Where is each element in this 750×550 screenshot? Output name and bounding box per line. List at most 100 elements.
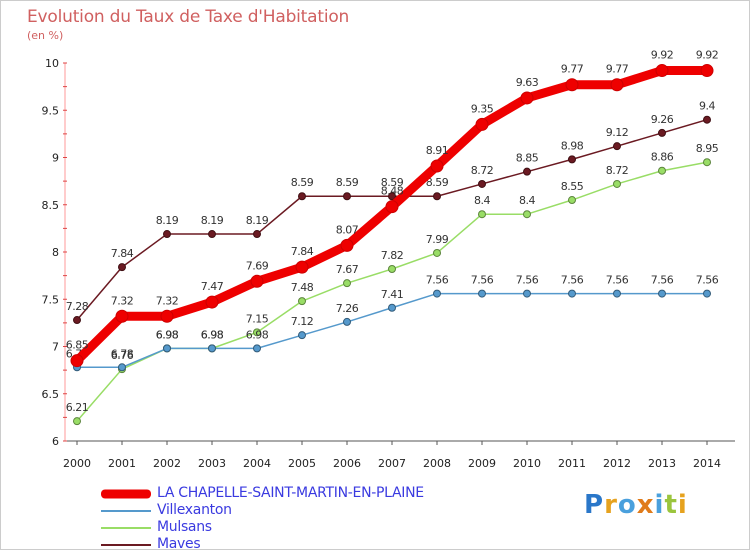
x-tick-label: 2011: [558, 457, 586, 470]
data-point-mulsans: [658, 166, 666, 175]
x-tick-label: 2007: [378, 457, 406, 470]
data-point-maves: [703, 115, 711, 124]
data-label-maves: 8.19: [246, 214, 269, 227]
x-tick-label: 2005: [288, 457, 316, 470]
legend-swatch: [101, 509, 151, 512]
data-label-villexanton: 6.98: [201, 328, 224, 341]
data-label-mulsans: 8.4: [474, 194, 490, 207]
data-point-mulsans: [568, 196, 576, 205]
data-point-maves: [163, 230, 171, 239]
data-label-mulsans: 8.86: [651, 151, 674, 164]
data-label-villexanton: 7.56: [426, 274, 449, 287]
data-point-mulsans: [73, 417, 81, 426]
data-label-la-chapelle-saint-martin-en-plaine: 7.32: [156, 294, 179, 307]
legend-label: Villexanton: [157, 502, 232, 518]
data-point-la-chapelle-saint-martin-en-plaine: [475, 117, 489, 131]
y-tick-label: 6: [52, 435, 59, 448]
data-label-mulsans: 8.72: [606, 164, 629, 177]
data-label-la-chapelle-saint-martin-en-plaine: 9.92: [696, 49, 719, 62]
data-label-la-chapelle-saint-martin-en-plaine: 8.48: [381, 185, 404, 198]
data-label-la-chapelle-saint-martin-en-plaine: 7.84: [291, 245, 314, 258]
data-label-maves: 9.4: [699, 100, 715, 113]
x-tick-label: 2004: [243, 457, 271, 470]
data-point-villexanton: [163, 344, 171, 353]
x-tick-label: 2006: [333, 457, 361, 470]
logo-letter: t: [664, 490, 678, 520]
data-label-maves: 8.59: [381, 176, 404, 189]
x-tick-label: 2008: [423, 457, 451, 470]
data-point-la-chapelle-saint-martin-en-plaine: [655, 64, 669, 78]
data-label-villexanton: 7.12: [291, 315, 314, 328]
data-label-la-chapelle-saint-martin-en-plaine: 9.35: [471, 102, 494, 115]
data-label-villexanton: 6.98: [156, 328, 179, 341]
x-tick-label: 2002: [153, 457, 181, 470]
data-label-maves: 7.28: [66, 300, 89, 313]
y-tick-label: 7: [52, 341, 59, 354]
data-point-la-chapelle-saint-martin-en-plaine: [160, 309, 174, 323]
data-point-maves: [433, 192, 441, 201]
data-point-la-chapelle-saint-martin-en-plaine: [250, 274, 264, 288]
data-point-mulsans: [253, 328, 261, 337]
legend-swatch: [101, 489, 151, 498]
x-tick-label: 2001: [108, 457, 136, 470]
data-point-mulsans: [343, 279, 351, 288]
data-label-la-chapelle-saint-martin-en-plaine: 8.07: [336, 223, 359, 236]
legend-swatch: [101, 526, 151, 529]
legend-label: Maves: [157, 536, 201, 550]
data-label-maves: 7.84: [111, 247, 134, 260]
data-point-la-chapelle-saint-martin-en-plaine: [520, 91, 534, 105]
data-point-la-chapelle-saint-martin-en-plaine: [70, 354, 84, 368]
data-label-maves: 9.12: [606, 126, 629, 139]
data-point-villexanton: [478, 289, 486, 298]
y-tick-label: 9: [52, 152, 59, 165]
data-point-villexanton: [343, 317, 351, 326]
logo-letter: o: [617, 490, 637, 520]
data-point-maves: [523, 167, 531, 176]
data-label-mulsans: 8.55: [561, 180, 584, 193]
data-point-villexanton: [433, 289, 441, 298]
logo-letter: r: [604, 490, 618, 520]
data-point-maves: [568, 155, 576, 164]
y-tick-label: 10: [45, 57, 59, 70]
data-point-maves: [658, 128, 666, 137]
data-label-maves: 8.85: [516, 152, 539, 165]
data-label-mulsans: 6.21: [66, 401, 89, 414]
data-label-villexanton: 7.56: [471, 274, 494, 287]
data-label-villexanton: 7.56: [516, 274, 539, 287]
data-point-villexanton: [118, 363, 126, 372]
logo-letter: i: [677, 490, 688, 520]
data-label-mulsans: 8.4: [519, 194, 535, 207]
data-point-maves: [73, 316, 81, 325]
logo-letter: x: [636, 490, 655, 520]
y-axis-unit-label: (en %): [27, 29, 64, 42]
data-point-villexanton: [613, 289, 621, 298]
x-tick-label: 2009: [468, 457, 496, 470]
y-tick-label: 8: [52, 246, 59, 259]
data-label-maves: 8.59: [336, 176, 359, 189]
data-point-villexanton: [703, 289, 711, 298]
data-label-maves: 8.19: [201, 214, 224, 227]
data-label-villexanton: 6.78: [111, 347, 134, 360]
data-point-villexanton: [208, 344, 216, 353]
data-point-la-chapelle-saint-martin-en-plaine: [610, 78, 624, 92]
data-point-mulsans: [298, 297, 306, 306]
data-point-mulsans: [703, 158, 711, 167]
data-label-la-chapelle-saint-martin-en-plaine: 6.85: [66, 339, 89, 352]
logo-letter: i: [654, 490, 665, 520]
data-point-maves: [613, 142, 621, 151]
data-label-mulsans: 7.99: [426, 233, 449, 246]
data-point-villexanton: [298, 331, 306, 340]
data-label-villexanton: 7.56: [606, 274, 629, 287]
data-point-maves: [478, 179, 486, 188]
data-label-mulsans: 8.95: [696, 142, 719, 155]
y-tick-label: 9.5: [42, 104, 60, 117]
data-label-maves: 8.98: [561, 139, 584, 152]
x-tick-label: 2003: [198, 457, 226, 470]
data-point-maves: [118, 263, 126, 272]
legend-label: LA CHAPELLE-SAINT-MARTIN-EN-PLAINE: [157, 485, 424, 501]
data-label-la-chapelle-saint-martin-en-plaine: 9.77: [606, 63, 629, 76]
proxiti-logo: Proxiti: [584, 490, 688, 520]
data-point-villexanton: [253, 344, 261, 353]
